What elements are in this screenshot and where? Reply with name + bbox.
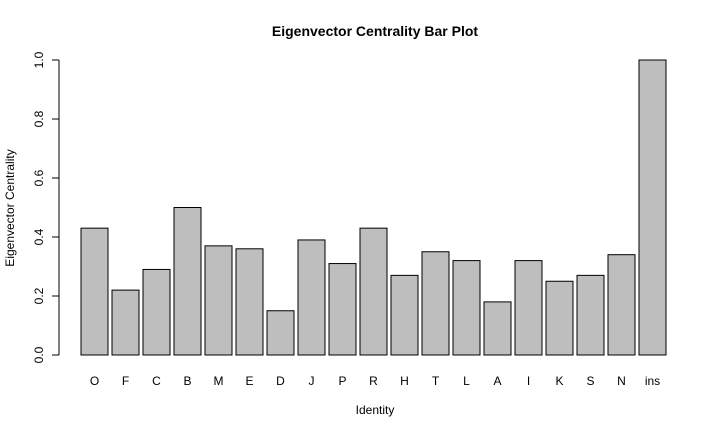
bar-m [204,245,233,356]
bar-l [452,260,481,356]
category-label-b: B [183,374,191,388]
chart-title: Eigenvector Centrality Bar Plot [272,23,479,39]
category-label-ins: ins [645,374,660,388]
y-tick-label: 1.0 [32,51,46,68]
y-tick-label: 0.4 [32,228,46,245]
category-label-d: D [276,374,285,388]
bar-a [483,301,512,356]
category-label-h: H [400,374,409,388]
bar-t [421,251,450,356]
bar-ins [638,59,667,356]
bar-e [235,248,264,356]
bar-s [576,274,605,356]
y-axis-label: Eigenvector Centrality [3,149,17,266]
bar-f [111,289,140,356]
bar-c [142,268,171,356]
y-tick-label: 0.0 [32,346,46,363]
bar-i [514,260,543,356]
bar-d [266,310,295,356]
bars [80,59,667,356]
bar-k [545,280,574,356]
category-label-s: S [586,374,594,388]
bar-h [390,274,419,356]
category-label-a: A [493,374,501,388]
category-label-n: N [617,374,626,388]
bar-n [607,254,636,356]
category-label-k: K [555,374,563,388]
category-label-f: F [122,374,129,388]
category-label-l: L [463,374,470,388]
y-tick-label: 0.2 [32,287,46,304]
category-label-j: J [309,374,315,388]
y-tick-label: 0.6 [32,169,46,186]
y-axis: 0.0 0.2 0.4 0.6 0.8 1.0 [32,51,60,363]
x-axis-label: Identity [356,403,395,417]
category-label-o: O [90,374,99,388]
y-tick-label: 0.8 [32,110,46,127]
category-label-e: E [245,374,253,388]
category-label-m: M [214,374,224,388]
bar-r [359,227,388,356]
category-label-p: P [338,374,346,388]
category-label-i: I [527,374,530,388]
bar-b [173,207,202,356]
bar-j [297,239,326,356]
category-label-c: C [152,374,161,388]
category-label-r: R [369,374,378,388]
bar-o [80,227,109,356]
bar-p [328,263,357,356]
category-label-t: T [432,374,440,388]
